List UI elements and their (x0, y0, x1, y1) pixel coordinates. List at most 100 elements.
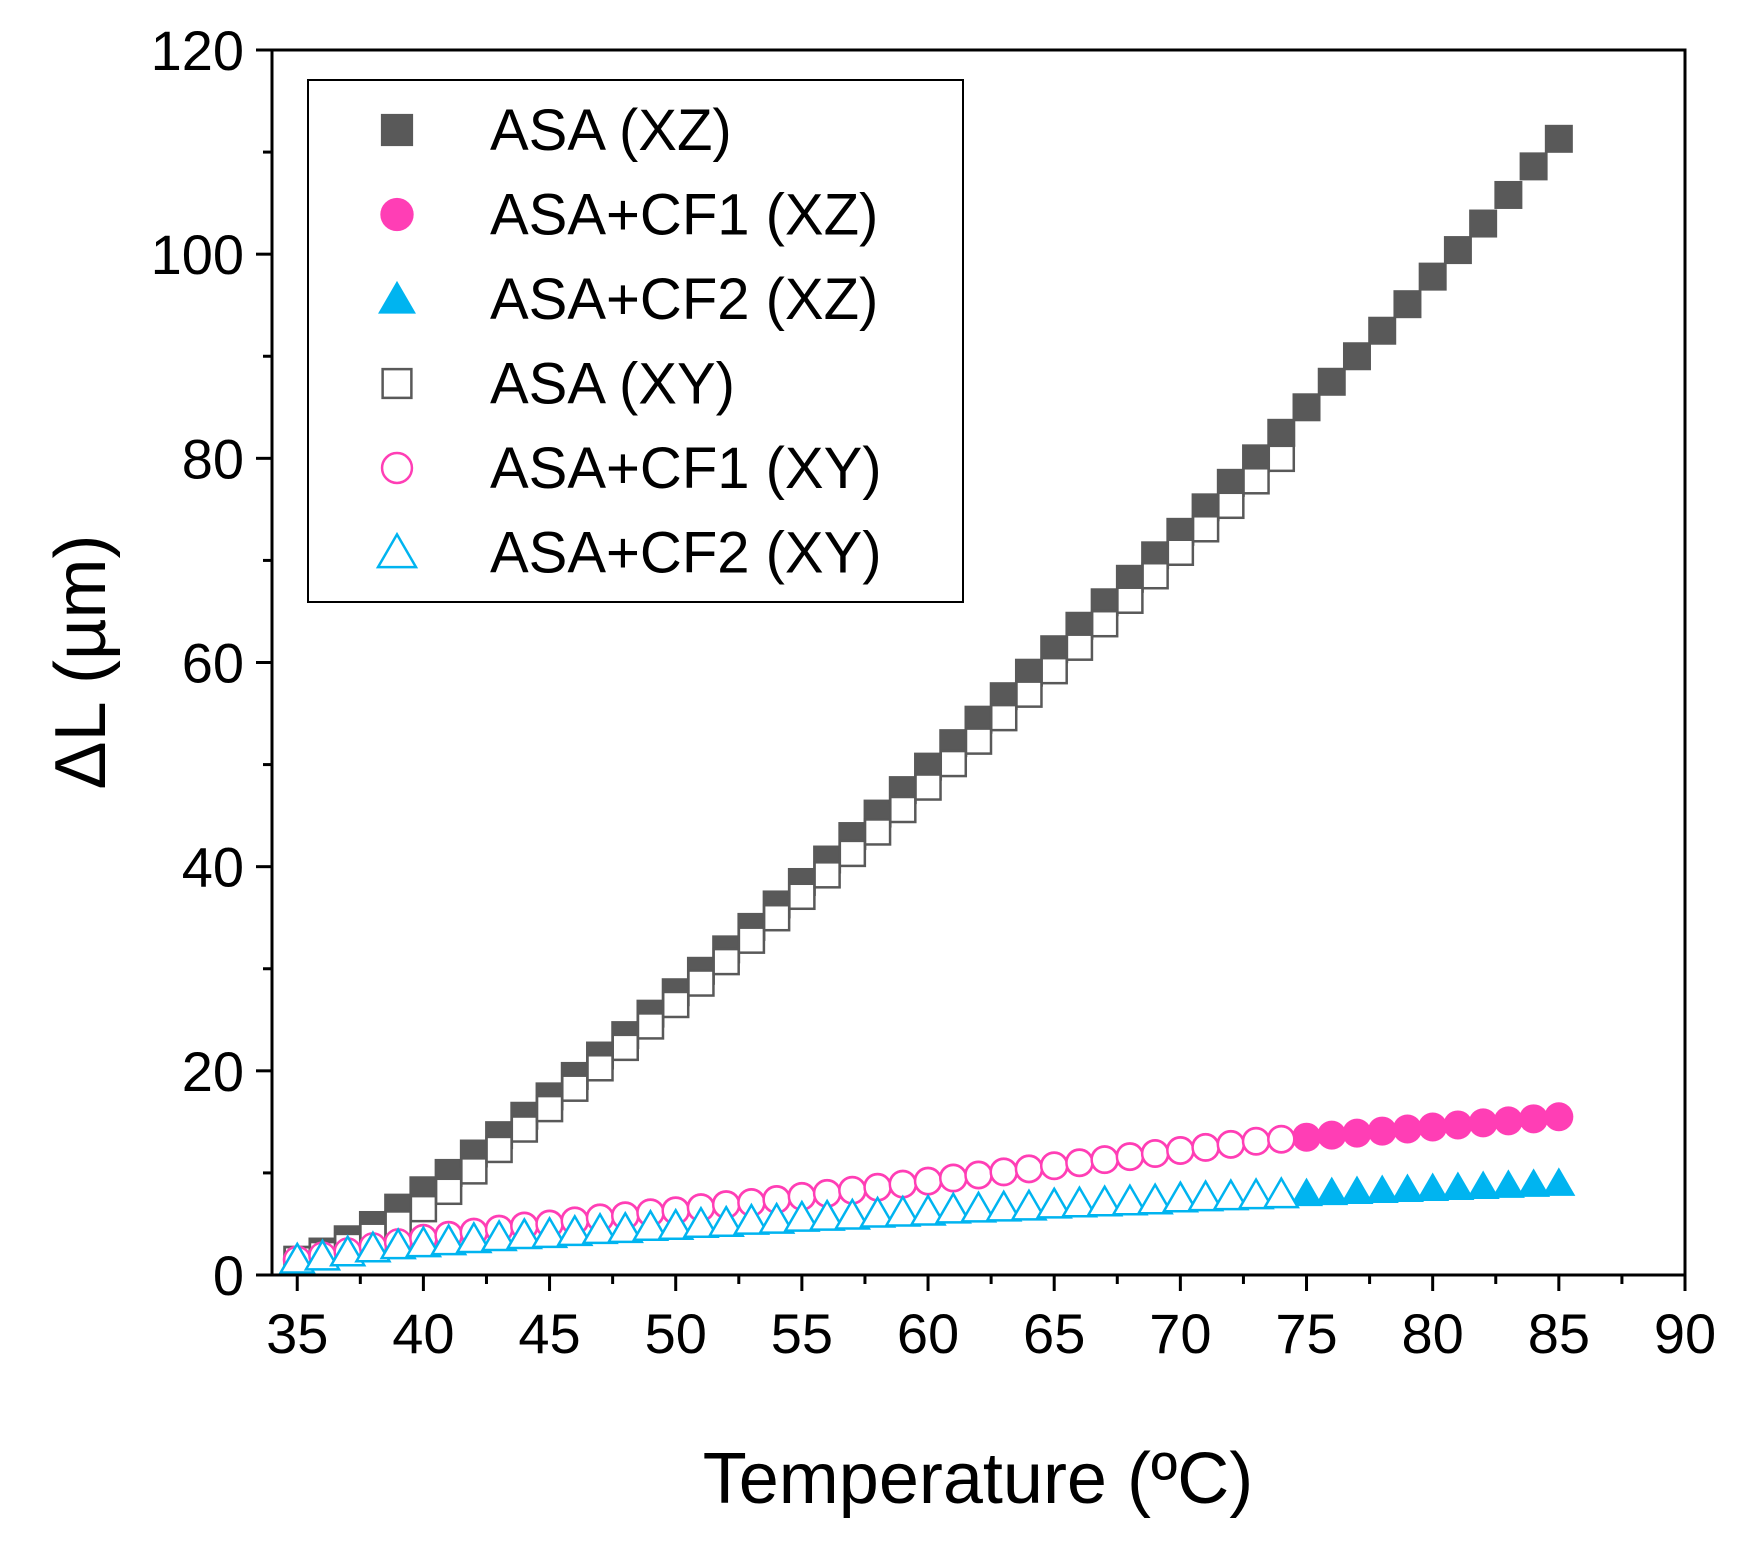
data-point (863, 818, 892, 846)
x-tick-label: 40 (392, 1302, 454, 1365)
data-point (1186, 1179, 1225, 1212)
legend-symbol (381, 367, 413, 400)
legend-symbol (380, 197, 414, 232)
legend-item: ASA+CF2 (XY) (375, 521, 882, 586)
data-point (888, 1169, 918, 1199)
data-point (732, 1202, 771, 1235)
x-tick-label: 90 (1654, 1302, 1716, 1365)
data-point (455, 1221, 493, 1254)
data-point (1040, 656, 1068, 685)
data-point (1216, 1130, 1246, 1159)
data-point (460, 1157, 488, 1185)
data-point (661, 990, 690, 1019)
data-point (329, 1234, 367, 1267)
y-tick-label: 120 (151, 19, 244, 82)
data-point (1035, 1186, 1073, 1219)
data-point (631, 1208, 670, 1242)
series-5 (282, 1124, 1296, 1274)
legend-box (307, 79, 964, 603)
data-point (1065, 1148, 1094, 1177)
data-point (989, 1157, 1018, 1187)
data-point (1418, 1112, 1448, 1142)
data-point (1365, 1174, 1399, 1204)
legend-label: ASA (XY) (490, 352, 735, 417)
data-point (561, 1074, 589, 1102)
data-point (1267, 418, 1296, 447)
data-point (1317, 367, 1346, 396)
x-tick-label: 80 (1402, 1302, 1464, 1365)
data-point (1393, 290, 1422, 319)
data-point (1390, 1173, 1424, 1202)
data-point (505, 1216, 543, 1250)
data-point (1290, 1177, 1324, 1207)
legend-symbol (380, 113, 414, 147)
legend-label: ASA+CF2 (XZ) (490, 267, 878, 332)
data-point (838, 839, 867, 868)
data-point (1493, 1106, 1523, 1136)
data-point (1418, 262, 1447, 291)
y-tick-label: 0 (213, 1244, 244, 1307)
data-point (1441, 1171, 1475, 1200)
data-point (1491, 1169, 1525, 1198)
x-tick-label: 35 (266, 1302, 328, 1365)
x-axis-title: Temperature (ºC) (703, 1439, 1253, 1519)
data-point (1115, 1142, 1145, 1171)
data-point (1090, 609, 1119, 638)
data-point (1443, 1110, 1473, 1140)
data-point (1116, 586, 1144, 614)
data-point (1161, 1180, 1200, 1213)
data-point (884, 1194, 922, 1227)
y-tick-label: 80 (182, 427, 244, 490)
data-point (1468, 1108, 1498, 1138)
y-axis-title: ΔL (µm) (41, 535, 121, 790)
data-point (530, 1215, 569, 1249)
data-point (1517, 1168, 1551, 1197)
data-point (1191, 1133, 1220, 1162)
data-point (510, 1115, 539, 1143)
legend-item: ASA+CF1 (XY) (380, 436, 882, 501)
data-point (1317, 1120, 1347, 1150)
data-point (1466, 1170, 1500, 1199)
data-point (1544, 1102, 1574, 1132)
legend-symbol (378, 280, 416, 314)
legend-label: ASA+CF1 (XY) (490, 436, 882, 501)
data-point (1392, 1114, 1422, 1144)
data-point (1292, 393, 1321, 422)
data-point (707, 1204, 745, 1237)
data-point (1262, 1176, 1300, 1209)
x-tick-label: 50 (645, 1302, 707, 1365)
y-tick-label: 60 (182, 632, 244, 695)
data-point (1544, 124, 1573, 153)
data-point (1267, 444, 1296, 473)
data-point (404, 1225, 443, 1258)
y-tick-label: 40 (182, 836, 244, 899)
data-point (858, 1195, 897, 1228)
data-point (1141, 561, 1169, 590)
legend-symbol (375, 531, 419, 569)
data-point (1469, 209, 1498, 238)
data-point (354, 1230, 392, 1263)
data-point (934, 1191, 972, 1224)
data-point (1065, 633, 1094, 661)
axis-ticks: 35 40 45 50 55 60 65 70 75 80 85 90 0 20 40 60 80 100 120 (151, 19, 1717, 1365)
data-point (303, 1238, 342, 1271)
data-point (833, 1197, 872, 1230)
data-point (1267, 1124, 1296, 1154)
legend-label: ASA (XZ) (490, 98, 732, 163)
data-point (1542, 1167, 1576, 1196)
x-tick-label: 85 (1528, 1302, 1590, 1365)
data-point (1014, 1154, 1044, 1184)
data-point (1241, 1127, 1271, 1156)
data-point (1342, 342, 1371, 371)
x-tick-label: 70 (1149, 1302, 1211, 1365)
data-point (1140, 1139, 1170, 1168)
data-point (480, 1218, 518, 1252)
data-point (959, 1190, 998, 1223)
y-tick-label: 100 (151, 223, 244, 286)
data-point (808, 1198, 846, 1231)
data-point (1237, 1177, 1275, 1210)
data-point (737, 926, 766, 954)
data-point (682, 1205, 720, 1238)
data-point (889, 795, 917, 824)
